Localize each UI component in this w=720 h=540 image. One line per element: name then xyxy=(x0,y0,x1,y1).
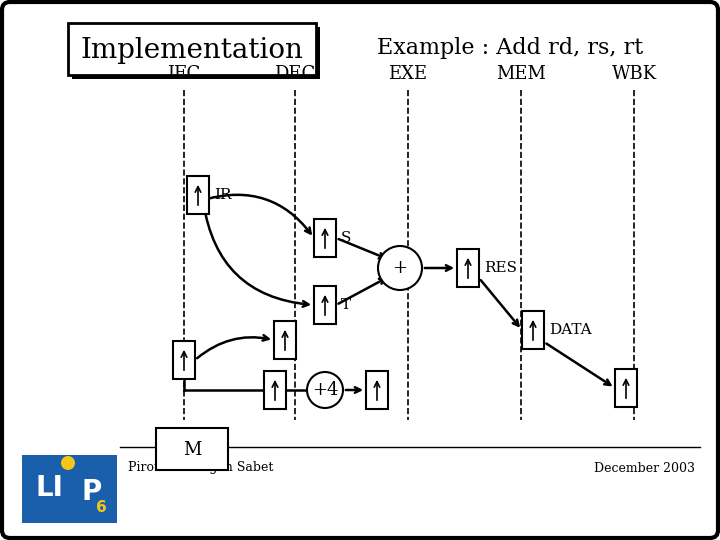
Text: Implementation: Implementation xyxy=(81,37,303,64)
Text: P: P xyxy=(82,478,102,506)
Circle shape xyxy=(61,456,75,470)
Text: EXE: EXE xyxy=(388,65,428,83)
Bar xyxy=(522,311,544,349)
Text: December 2003: December 2003 xyxy=(594,462,695,475)
Bar xyxy=(264,371,286,409)
Text: RES: RES xyxy=(484,261,517,275)
Bar xyxy=(156,428,228,470)
FancyBboxPatch shape xyxy=(72,27,320,79)
Text: DATA: DATA xyxy=(549,323,592,337)
Text: LI: LI xyxy=(35,474,63,502)
Text: WBK: WBK xyxy=(611,65,657,83)
Circle shape xyxy=(378,246,422,290)
Text: 6: 6 xyxy=(96,501,107,516)
Bar xyxy=(457,249,479,287)
Bar xyxy=(366,371,388,409)
Text: IFC: IFC xyxy=(167,65,201,83)
Bar xyxy=(314,219,336,257)
Text: Example : Add rd, rs, rt: Example : Add rd, rs, rt xyxy=(377,37,643,59)
Text: MEM: MEM xyxy=(496,65,546,83)
Circle shape xyxy=(307,372,343,408)
Bar xyxy=(615,369,637,407)
Text: +4: +4 xyxy=(312,381,338,399)
Bar xyxy=(314,286,336,324)
Text: S: S xyxy=(341,231,351,245)
Text: M: M xyxy=(183,441,201,459)
Text: Pirouz Bazargan Sabet: Pirouz Bazargan Sabet xyxy=(128,462,274,475)
Text: T: T xyxy=(341,298,351,312)
Text: IR: IR xyxy=(214,188,232,202)
Bar xyxy=(173,341,195,379)
Text: +: + xyxy=(392,259,408,277)
FancyBboxPatch shape xyxy=(68,23,316,75)
Bar xyxy=(274,321,296,359)
Bar xyxy=(22,455,117,523)
Bar xyxy=(187,176,209,214)
Text: DEC: DEC xyxy=(274,65,315,83)
